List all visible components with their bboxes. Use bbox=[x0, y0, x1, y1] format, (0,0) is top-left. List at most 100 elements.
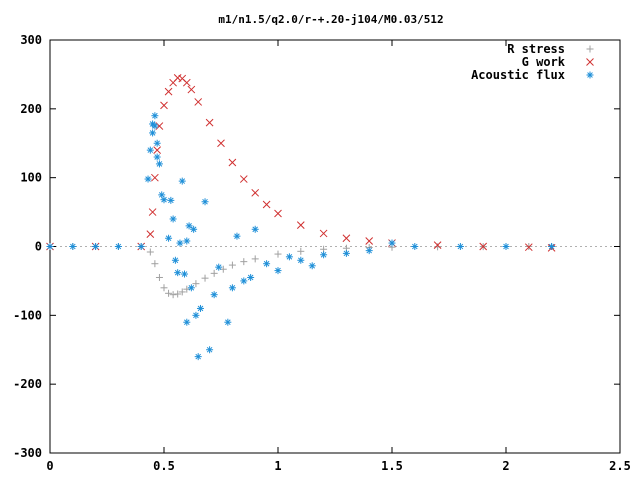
data-point bbox=[365, 237, 374, 245]
data-point bbox=[456, 243, 464, 250]
data-point bbox=[320, 251, 328, 259]
y-tick-label: -100 bbox=[13, 308, 42, 322]
x-tick-label: 0.5 bbox=[153, 459, 175, 473]
data-point bbox=[296, 221, 305, 230]
data-point bbox=[502, 243, 510, 250]
data-point bbox=[297, 247, 305, 255]
data-point bbox=[233, 232, 241, 240]
data-point bbox=[201, 198, 209, 206]
x-axis: 0 0.5 1 1.5 2 2.5 bbox=[46, 40, 631, 473]
data-point bbox=[178, 288, 186, 296]
data-point bbox=[169, 215, 177, 223]
x-tick-label: 1 bbox=[274, 459, 281, 473]
data-point bbox=[196, 304, 204, 312]
data-point bbox=[224, 318, 232, 326]
legend-label: G work bbox=[522, 55, 566, 69]
data-point bbox=[210, 269, 218, 277]
data-point bbox=[114, 243, 122, 250]
data-point bbox=[146, 146, 154, 154]
data-point bbox=[92, 243, 100, 250]
data-point bbox=[342, 234, 351, 243]
data-point bbox=[151, 173, 159, 182]
data-point bbox=[146, 230, 155, 238]
y-tick-label: 0 bbox=[35, 240, 42, 254]
legend-marker bbox=[586, 71, 594, 79]
data-point bbox=[183, 237, 191, 245]
data-point bbox=[69, 243, 77, 250]
data-point bbox=[153, 146, 162, 154]
data-point bbox=[183, 318, 191, 326]
data-point bbox=[206, 346, 214, 354]
data-point bbox=[201, 274, 209, 282]
data-point bbox=[215, 263, 223, 271]
legend-label: Acoustic flux bbox=[471, 68, 565, 82]
data-point bbox=[274, 209, 282, 218]
x-tick-label: 2 bbox=[502, 459, 509, 473]
data-point bbox=[182, 78, 191, 87]
data-point bbox=[155, 273, 163, 281]
data-point bbox=[151, 122, 159, 130]
data-point bbox=[187, 85, 196, 94]
data-point bbox=[171, 256, 179, 264]
data-point bbox=[479, 242, 488, 251]
y-tick-label: -300 bbox=[13, 446, 42, 460]
data-point bbox=[155, 160, 163, 168]
data-point bbox=[176, 239, 184, 247]
data-point bbox=[524, 243, 533, 252]
data-point bbox=[274, 250, 282, 258]
data-point bbox=[205, 118, 214, 127]
y-tick-label: 200 bbox=[20, 102, 42, 116]
data-point bbox=[228, 284, 236, 292]
series-layer bbox=[46, 74, 556, 361]
data-point bbox=[263, 260, 271, 268]
data-point bbox=[251, 255, 259, 263]
series-star bbox=[46, 112, 556, 361]
data-point bbox=[342, 249, 350, 257]
data-point bbox=[285, 253, 293, 261]
legend-label: R stress bbox=[507, 42, 565, 56]
data-point bbox=[160, 101, 168, 110]
data-point bbox=[153, 153, 161, 161]
data-point bbox=[187, 284, 195, 292]
x-tick-label: 0 bbox=[46, 459, 53, 473]
data-point bbox=[274, 267, 282, 275]
data-point bbox=[228, 261, 236, 269]
data-point bbox=[151, 112, 159, 120]
x-tick-label: 2.5 bbox=[609, 459, 631, 473]
data-point bbox=[190, 225, 198, 233]
data-point bbox=[164, 87, 173, 96]
data-point bbox=[240, 258, 248, 266]
x-tick-label: 1.5 bbox=[381, 459, 403, 473]
data-point bbox=[251, 188, 260, 197]
data-point bbox=[548, 243, 556, 250]
data-point bbox=[319, 229, 328, 238]
data-point bbox=[388, 239, 396, 247]
data-point bbox=[185, 222, 193, 230]
data-point bbox=[144, 175, 152, 183]
data-point bbox=[174, 269, 182, 277]
data-point bbox=[174, 290, 182, 298]
data-point bbox=[411, 243, 419, 250]
data-point bbox=[192, 280, 200, 288]
legend-marker bbox=[586, 58, 594, 66]
data-point bbox=[167, 196, 175, 204]
data-point bbox=[160, 284, 168, 292]
data-point bbox=[239, 175, 248, 183]
data-point bbox=[149, 129, 157, 137]
data-point bbox=[181, 270, 189, 278]
data-point bbox=[137, 243, 145, 250]
data-point bbox=[217, 139, 225, 148]
data-point bbox=[240, 277, 248, 285]
data-point bbox=[251, 225, 259, 233]
y-tick-label: 300 bbox=[20, 33, 42, 47]
legend-marker bbox=[586, 45, 594, 53]
series-x bbox=[46, 74, 556, 252]
data-point bbox=[153, 139, 161, 147]
data-point bbox=[194, 98, 203, 106]
data-point bbox=[194, 353, 202, 361]
data-point bbox=[146, 248, 154, 256]
data-point bbox=[192, 311, 200, 319]
data-point bbox=[297, 256, 305, 264]
